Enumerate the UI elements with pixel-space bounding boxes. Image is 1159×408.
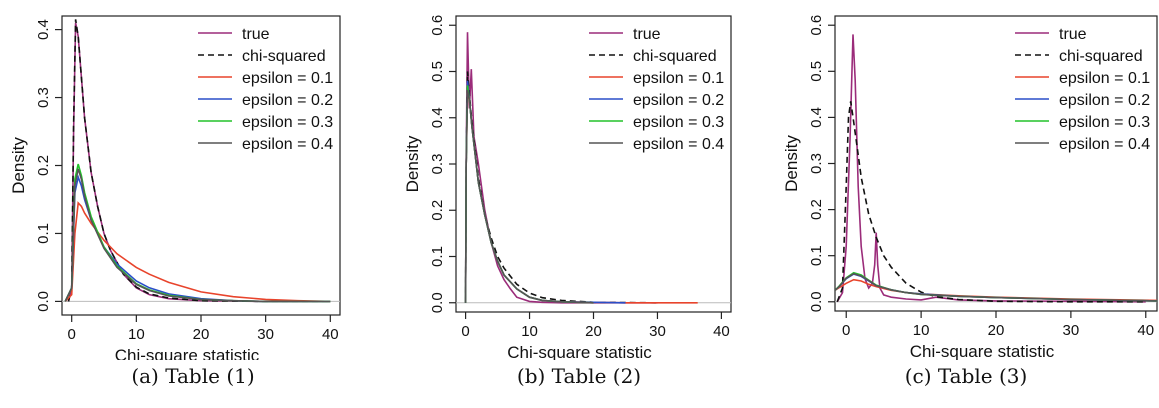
p0-x-tick-label: 0 [68,326,76,343]
p0-legend-label: chi-squared [242,48,326,65]
p2-series-line-5 [835,272,1157,302]
p0-y-tick-label: 0.2 [35,155,52,176]
caption-c: (c) Table (3) [904,364,1028,388]
p0-y-tick-label: 0.0 [35,291,52,312]
p2-y-tick-label: 0.4 [808,107,825,128]
p1-legend-label: epsilon = 0.2 [633,92,724,109]
p1-y-tick-label: 0.5 [429,61,446,82]
chart-svg-c: 0 10 20 30 40 0.0 0.1 0.2 0.3 0.4 0.5 0.6 Chi-square… [782,15,1158,360]
chart-panel-a: 0 10 20 30 40 0.0 0.1 0.2 0.3 0.4 Chi-square stati… [0,0,386,408]
chart-svg-a: 0 10 20 30 40 0.0 0.1 0.2 0.3 0.4 Chi-square stati… [9,15,341,360]
p2-legend-label: true [1059,26,1087,43]
p2-y-tick-label: 0.0 [808,291,825,312]
p2-legend-label: epsilon = 0.1 [1059,70,1150,87]
caption-b: (b) Table (2) [516,364,642,388]
p1-x-tick-label: 20 [585,323,602,340]
p2-y-axis-label: Density [782,135,801,192]
p0-x-tick-label: 30 [257,326,274,343]
p2-x-axis-label: Chi-square statistic [910,342,1055,360]
p0-y-tick-label: 0.4 [35,19,52,40]
chart-svg-b: 0 10 20 30 40 0.0 0.1 0.2 0.3 0.4 0.5 0.6 Chi-square… [403,15,732,360]
p0-legend-label: true [242,26,270,43]
p2-x-tick-label: 20 [988,322,1005,339]
p0-series-line-3 [64,174,331,303]
p0-x-axis-label: Chi-square statistic [115,346,260,360]
p1-y-axis-label: Density [403,135,422,192]
caption-a: (a) Table (1) [131,364,255,388]
p2-x-tick-label: 10 [913,322,930,339]
p2-y-tick-label: 0.5 [808,61,825,82]
p0-series-line-4 [64,163,331,303]
p0-x-tick-label: 20 [193,326,210,343]
chart-panel-c: 0 10 20 30 40 0.0 0.1 0.2 0.3 0.4 0.5 0.6 Chi-square… [773,0,1159,408]
p2-y-tick-label: 0.2 [808,199,825,220]
p1-x-tick-label: 40 [713,323,730,340]
p0-x-tick-label: 40 [322,326,339,343]
p0-series-line-5 [64,168,331,303]
p1-x-tick-label: 10 [521,323,538,340]
p2-x-tick-label: 40 [1137,322,1154,339]
p2-legend-label: epsilon = 0.4 [1059,136,1150,153]
p1-legend-label: epsilon = 0.3 [633,114,724,131]
chart-panel-b: 0 10 20 30 40 0.0 0.1 0.2 0.3 0.4 0.5 0.6 Chi-square… [386,0,772,408]
p0-y-tick-label: 0.3 [35,87,52,108]
p0-legend-label: epsilon = 0.3 [242,114,333,131]
p0-y-axis-label: Density [9,137,28,194]
p1-x-axis-label: Chi-square statistic [507,343,652,360]
p1-y-tick-label: 0.1 [429,246,446,267]
p1-legend-label: true [633,26,661,43]
p0-x-tick-label: 10 [128,326,145,343]
p1-y-tick-label: 0.4 [429,107,446,128]
p1-legend-label: epsilon = 0.1 [633,70,724,87]
p2-y-tick-label: 0.3 [808,153,825,174]
p1-x-tick-label: 30 [649,323,666,340]
p2-y-tick-label: 0.1 [808,245,825,266]
p1-series-line-3 [464,80,626,304]
p2-y-tick-label: 0.6 [808,15,825,36]
p1-legend-label: epsilon = 0.4 [633,136,724,153]
p0-legend-label: epsilon = 0.1 [242,70,333,87]
p1-series-line-0 [464,32,658,304]
p1-y-tick-label: 0.6 [429,15,446,36]
p0-legend-label: epsilon = 0.4 [242,136,333,153]
p1-legend-label: chi-squared [633,48,717,65]
p2-x-tick-label: 30 [1063,322,1080,339]
p0-series-line-1 [67,19,331,303]
p1-series-line-4 [464,85,594,304]
p2-x-tick-label: 0 [842,322,850,339]
p1-x-tick-label: 0 [461,323,469,340]
p2-series-line-1 [836,101,1146,303]
p1-y-tick-label: 0.0 [429,292,446,313]
p1-y-tick-label: 0.3 [429,154,446,175]
p1-y-tick-label: 0.2 [429,200,446,221]
p0-y-tick-label: 0.1 [35,223,52,244]
p1-series-line-5 [464,89,594,304]
p2-legend-label: epsilon = 0.2 [1059,92,1150,109]
p2-legend-label: chi-squared [1059,48,1143,65]
p0-series-line-2 [64,201,331,303]
p0-legend-label: epsilon = 0.2 [242,92,333,109]
p2-legend-label: epsilon = 0.3 [1059,114,1150,131]
p1-series-line-1 [464,71,658,304]
